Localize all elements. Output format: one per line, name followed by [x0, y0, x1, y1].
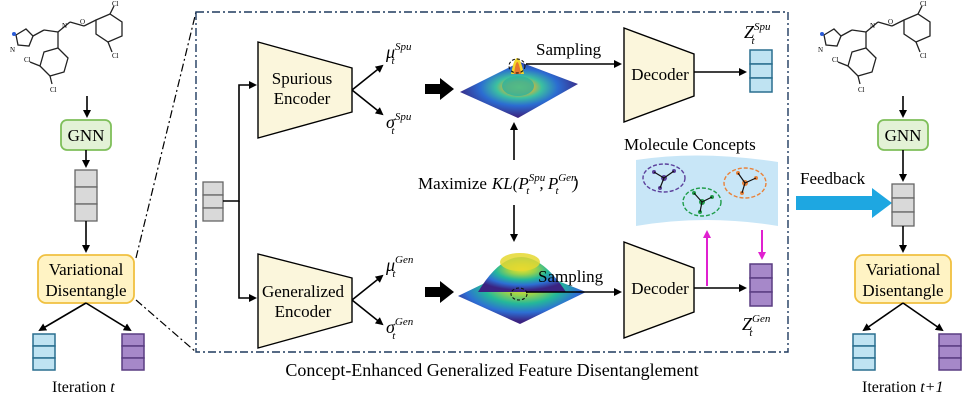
feature-vector-left [74, 169, 98, 222]
feedback-label: Feedback [800, 169, 866, 188]
distribution-spurious [460, 58, 578, 118]
sigma-spu-label: σSpu t [386, 111, 412, 137]
molecule-atom-left-n2: N [62, 22, 67, 30]
molecule-structure-right [820, 5, 931, 85]
decoder-top-label: Decoder [631, 65, 689, 84]
caption: Concept-Enhanced Generalized Feature Dis… [285, 360, 698, 380]
molecule-atom-right-cl2: Cl [832, 56, 839, 64]
spurious-vector-left [32, 333, 56, 371]
generalized-encoder [257, 253, 353, 349]
arrow-to-mu-spu [351, 64, 384, 91]
molecule-atom-left-n: N [10, 46, 15, 54]
decoder-bottom-label: Decoder [631, 279, 689, 298]
arrow-vd-to-purple-left [85, 302, 132, 332]
molecule-atom-left-o: O [80, 18, 85, 26]
left-panel: N Cl Cl Cl Cl N O GNN Variational Disent… [10, 0, 145, 396]
iteration-label-right: Iteration t+1 [862, 379, 943, 396]
z-generalized-vector [749, 263, 773, 307]
distribution-generalized [458, 253, 586, 324]
z-gen-label: ZGen t [742, 313, 771, 339]
molecule-atom-left-cl3: Cl [112, 52, 119, 60]
concept-cluster-green [682, 187, 722, 217]
arrow-vd-to-blue-left [38, 302, 87, 332]
thick-arrow-spu [425, 78, 454, 100]
molecule-atom-right-n2: N [870, 22, 875, 30]
center-panel-frame [195, 11, 789, 353]
vd-line2-left: Disentangle [45, 281, 126, 300]
molecule-atom-right-cl1: Cl [920, 0, 927, 8]
sampling-label-top: Sampling [536, 40, 602, 59]
arrow-feat-to-generalized-encoder [238, 201, 257, 302]
arrow-to-sigma-gen [351, 299, 384, 326]
generalized-encoder-line2: Encoder [275, 302, 332, 321]
molecule-atom-right-n: N [818, 46, 823, 54]
spurious-vector-right [852, 333, 876, 371]
iteration-label-left: Iteration t [52, 379, 115, 396]
arrow-feat-to-spurious-encoder [223, 81, 257, 202]
right-panel: Feedback N Cl Cl Cl Cl N O GNN [796, 0, 962, 396]
gnn-label-left: GNN [68, 126, 105, 145]
vd-line2-right: Disentangle [862, 281, 943, 300]
sigma-gen-label: σGen t [386, 316, 414, 342]
z-spurious-vector [749, 49, 773, 93]
molecule-atom-right-cl4: Cl [858, 86, 865, 94]
mu-gen-label: μGen t [385, 254, 414, 280]
decoder-top [623, 26, 695, 124]
arrow-vd-to-blue-right [862, 302, 904, 332]
molecule-atom-right-cl3: Cl [920, 52, 927, 60]
generalized-vector-left [121, 333, 145, 371]
decoder-bottom [623, 240, 695, 340]
maximize-kl-label: Maximize KL(PSpu t, PGen t) [418, 172, 579, 197]
thick-arrow-gen [425, 281, 454, 303]
molecule-concepts-label: Molecule Concepts [624, 135, 756, 154]
gnn-label-right: GNN [885, 126, 922, 145]
zoom-line-top [135, 11, 197, 259]
arrow-to-sigma-spu [351, 89, 384, 116]
generalized-vector-right [938, 333, 962, 371]
molecule-atom-left-cl2: Cl [24, 56, 31, 64]
mu-spu-label: μSpu t [385, 41, 412, 67]
vd-line1-right: Variational [866, 260, 941, 279]
spurious-encoder-line1: Spurious [272, 69, 332, 88]
spurious-encoder [257, 41, 353, 139]
feature-vector-right [891, 183, 915, 227]
generalized-encoder-line1: Generalized [262, 282, 345, 301]
arrow-vd-to-purple-right [902, 302, 944, 332]
concept-cluster-orange [723, 167, 767, 199]
molecule-structure-left [12, 5, 123, 85]
molecule-atom-left-cl4: Cl [50, 86, 57, 94]
arrow-to-mu-gen [351, 274, 384, 301]
sampling-label-bottom: Sampling [538, 267, 604, 286]
zoom-line-bottom [135, 299, 197, 353]
z-spu-label: ZSpu t [744, 21, 771, 47]
spurious-encoder-line2: Encoder [274, 89, 331, 108]
concept-cluster-purple [642, 163, 686, 193]
feature-vector-center [202, 181, 224, 222]
vd-line1-left: Variational [49, 260, 124, 279]
feedback-arrow [796, 188, 892, 218]
molecule-atom-left-cl1: Cl [112, 0, 119, 8]
molecule-atom-right-o: O [888, 18, 893, 26]
